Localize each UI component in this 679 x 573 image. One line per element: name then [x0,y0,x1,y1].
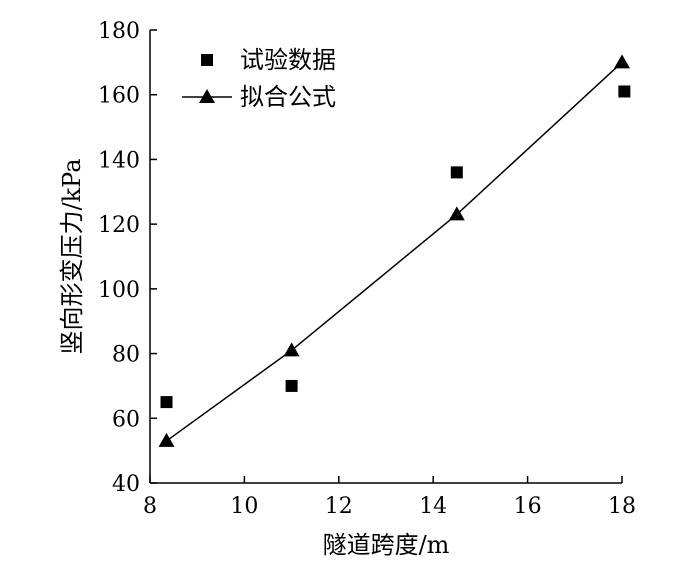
x-axis-label: 隧道跨度/m [323,531,450,559]
y-tick-label: 40 [112,472,140,497]
data-point-triangle [283,342,300,357]
x-tick-label: 16 [514,494,542,519]
legend-square-swatch [201,54,213,66]
data-point-triangle [158,432,175,447]
data-marks [158,54,631,447]
y-tick-label: 140 [98,148,140,173]
y-tick-label: 160 [98,84,140,109]
x-ticks: 8 10 12 14 16 18 [143,476,636,519]
legend-item: 试验数据 [201,46,336,74]
legend-label: 拟合公式 [240,83,336,111]
data-point-square [285,379,298,392]
series-2 [158,54,630,447]
y-tick-label: 180 [98,19,140,44]
y-tick-label: 100 [98,278,140,303]
x-tick-label: 14 [419,494,447,519]
x-tick-label: 18 [608,494,636,519]
data-point-triangle [448,206,465,221]
series-1 [160,85,631,409]
fit-line [166,61,623,442]
data-point-triangle [614,54,630,69]
data-point-square [450,166,463,179]
data-point-square [618,85,631,98]
y-axis-label: 竖向形变压力/kPa [58,158,86,354]
y-tick-label: 120 [98,213,140,238]
y-tick-label: 60 [112,407,140,432]
y-tick-label: 80 [112,343,140,368]
x-tick-label: 12 [325,494,353,519]
y-ticks: 40 60 80 100 120 140 160 180 [98,19,157,497]
legend-triangle-swatch [199,89,215,103]
data-point-square [160,396,173,409]
legend-item: 拟合公式 [182,83,336,111]
axes [149,30,622,484]
x-tick-label: 8 [143,494,157,519]
legend-label: 试验数据 [240,46,336,74]
x-tick-label: 10 [230,494,258,519]
